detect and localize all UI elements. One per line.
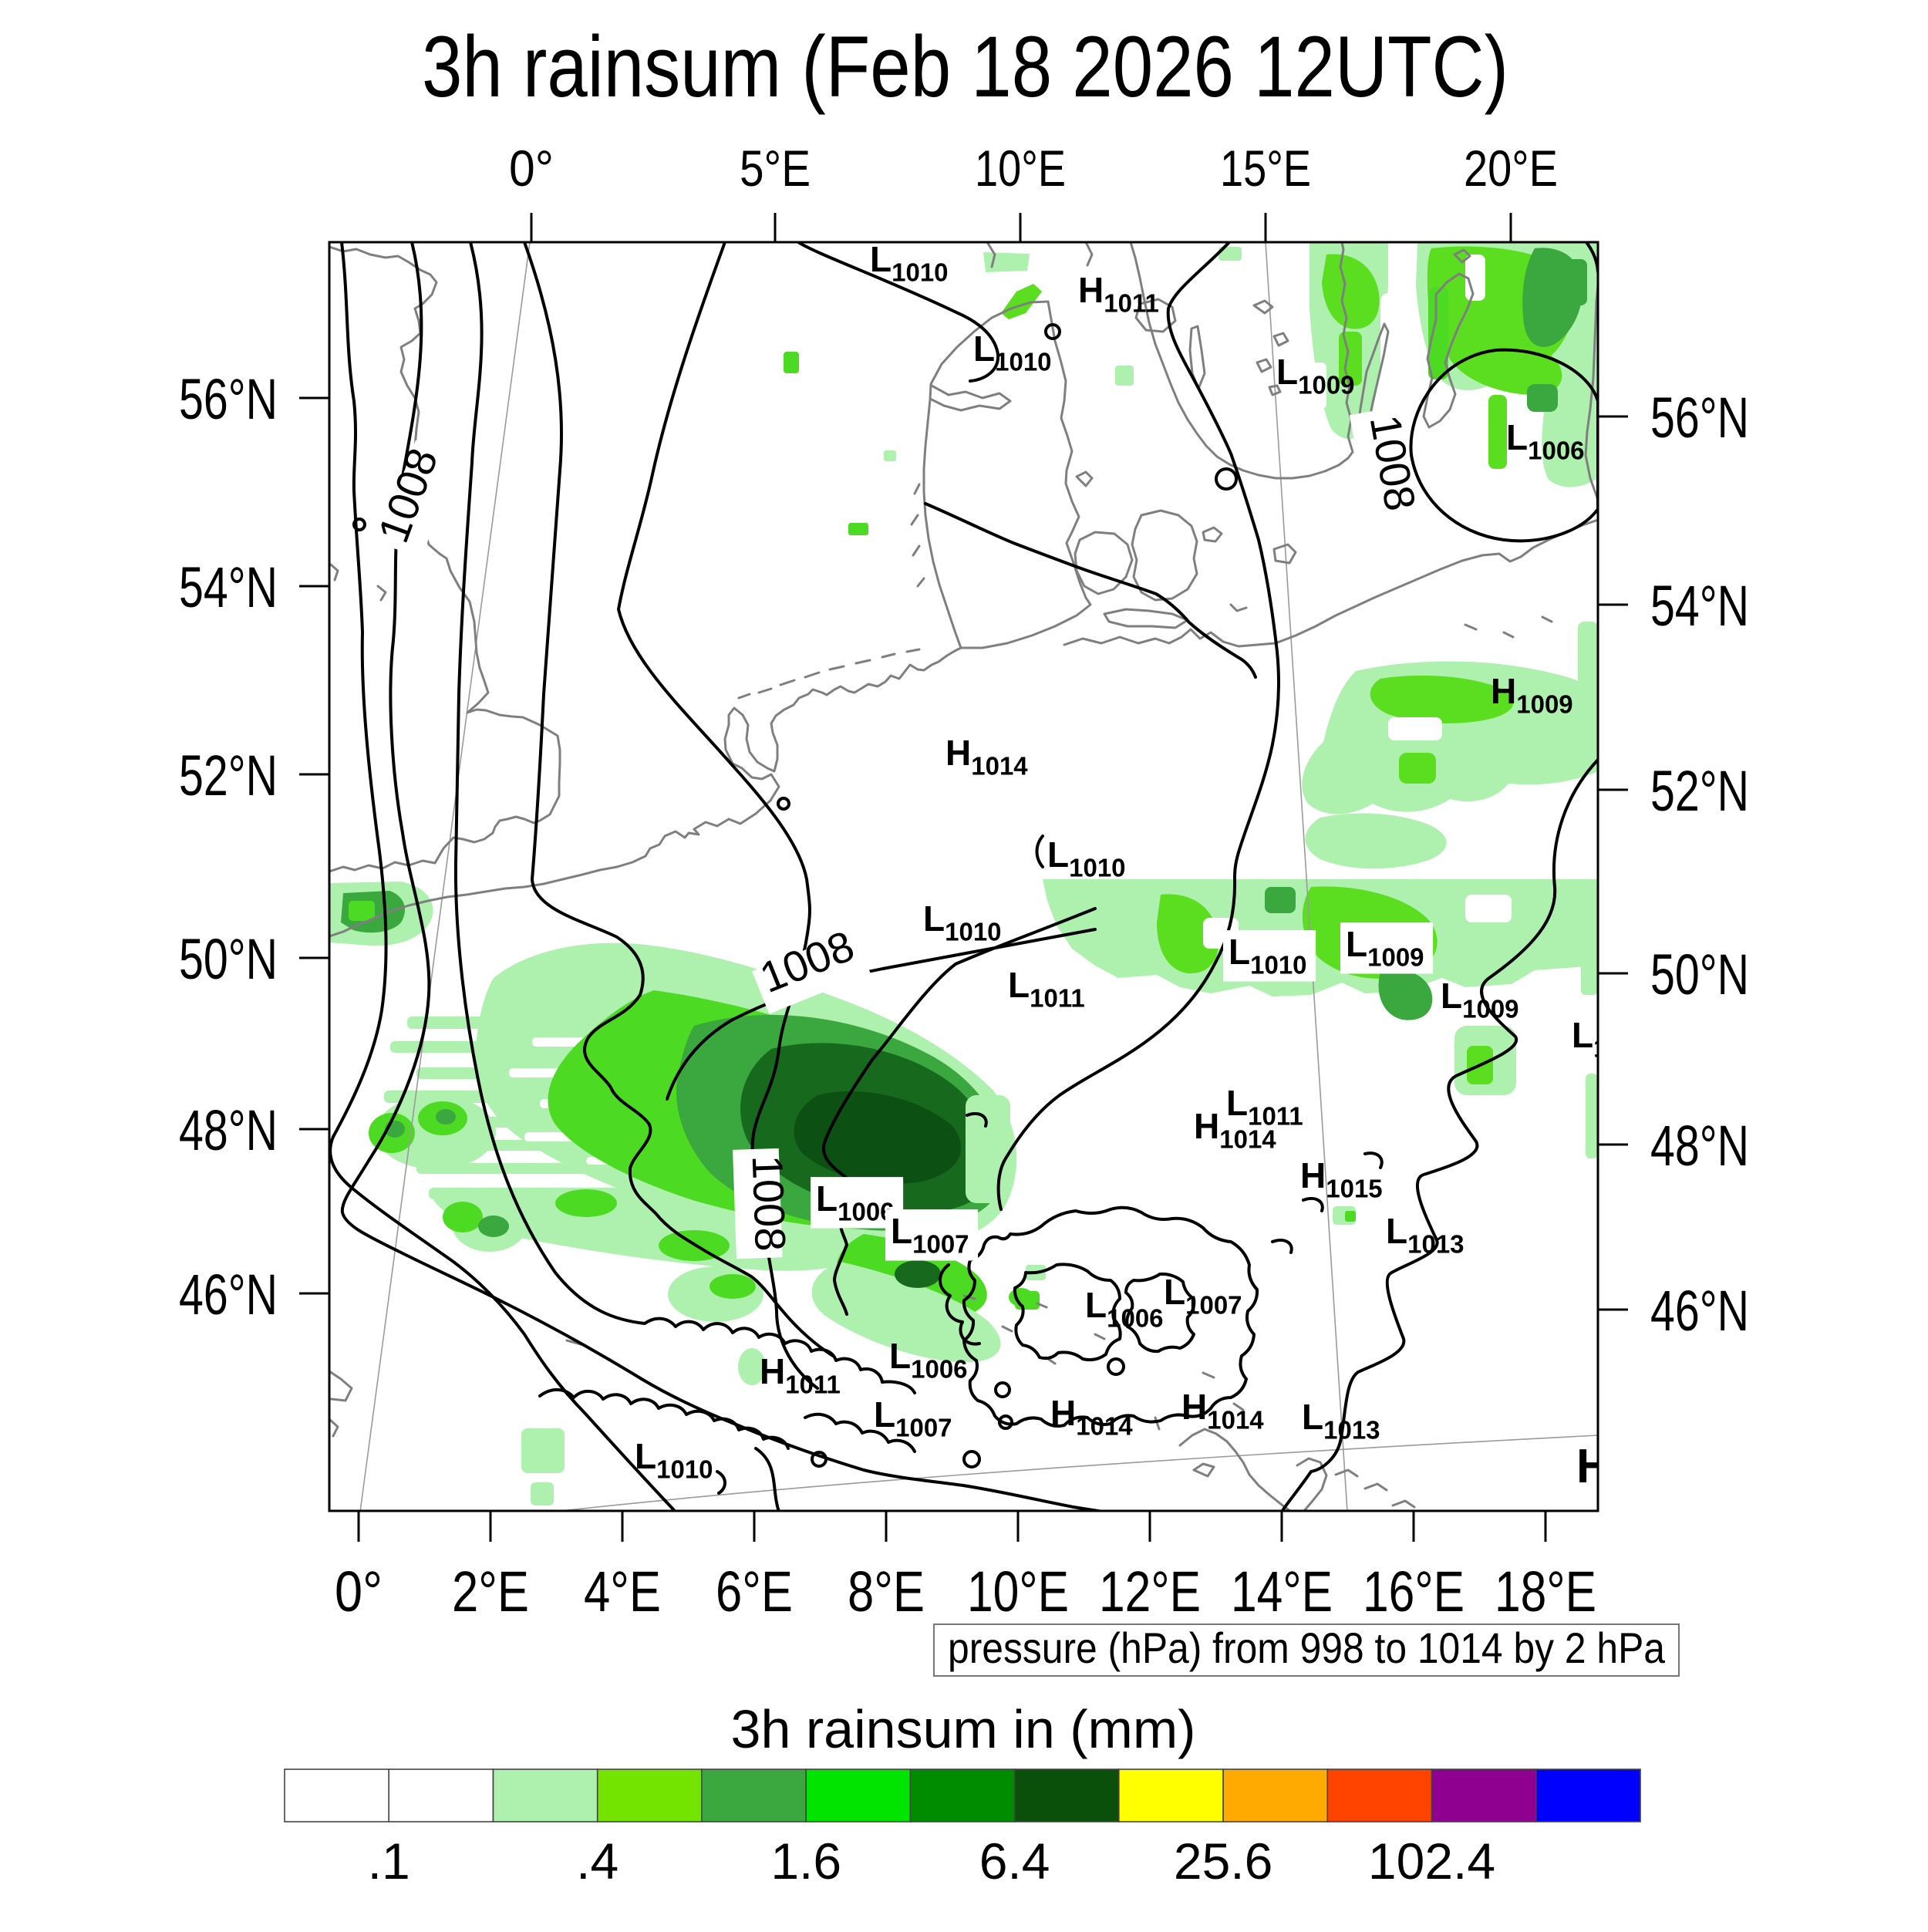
svg-text:L1006: L1006 xyxy=(816,1178,895,1226)
svg-text:15°E: 15°E xyxy=(1220,140,1311,197)
svg-text:25.6: 25.6 xyxy=(1174,1833,1272,1890)
svg-text:46°N: 46°N xyxy=(179,1263,278,1327)
svg-text:H: H xyxy=(1576,1440,1611,1493)
svg-text:10°E: 10°E xyxy=(975,140,1066,197)
svg-text:20°E: 20°E xyxy=(1464,140,1558,197)
svg-text:48°N: 48°N xyxy=(1650,1114,1749,1178)
svg-text:H1015: H1015 xyxy=(1300,1155,1383,1203)
svg-text:56°N: 56°N xyxy=(1650,386,1749,450)
svg-text:6°E: 6°E xyxy=(716,1559,793,1623)
svg-text:50°N: 50°N xyxy=(1650,942,1749,1006)
svg-text:1008: 1008 xyxy=(743,1155,795,1253)
svg-text:3h rainsum in (mm): 3h rainsum in (mm) xyxy=(731,1699,1196,1759)
svg-text:pressure (hPa) from 998 to 101: pressure (hPa) from 998 to 1014 by 2 hPa xyxy=(948,1623,1666,1672)
svg-text:52°N: 52°N xyxy=(1650,759,1749,823)
svg-text:1.6: 1.6 xyxy=(770,1833,841,1890)
svg-text:56°N: 56°N xyxy=(179,367,278,431)
svg-text:6.4: 6.4 xyxy=(979,1833,1050,1890)
svg-text:16°E: 16°E xyxy=(1363,1559,1465,1623)
svg-text:2°E: 2°E xyxy=(452,1559,529,1623)
svg-text:54°N: 54°N xyxy=(179,555,278,619)
svg-text:12°E: 12°E xyxy=(1099,1559,1201,1623)
svg-text:0°: 0° xyxy=(509,140,554,197)
svg-text:8°E: 8°E xyxy=(848,1559,925,1623)
svg-text:.4: .4 xyxy=(576,1833,619,1890)
svg-text:L1011: L1011 xyxy=(1226,1083,1303,1131)
svg-text:14°E: 14°E xyxy=(1231,1559,1333,1623)
svg-text:.1: .1 xyxy=(368,1833,410,1890)
svg-text:0°: 0° xyxy=(335,1559,383,1623)
svg-text:5°E: 5°E xyxy=(740,140,811,197)
svg-text:10°E: 10°E xyxy=(967,1559,1069,1623)
svg-text:L1013: L1013 xyxy=(1386,1211,1465,1259)
svg-text:102.4: 102.4 xyxy=(1368,1833,1495,1890)
svg-text:54°N: 54°N xyxy=(1650,574,1749,638)
svg-text:4°E: 4°E xyxy=(584,1559,661,1623)
svg-text:L1007: L1007 xyxy=(891,1211,969,1259)
svg-text:52°N: 52°N xyxy=(179,743,278,808)
svg-text:48°N: 48°N xyxy=(179,1098,278,1162)
svg-text:18°E: 18°E xyxy=(1495,1559,1596,1623)
svg-text:50°N: 50°N xyxy=(179,927,278,991)
svg-text:46°N: 46°N xyxy=(1650,1279,1749,1343)
svg-text:3h rainsum (Feb 18 2026 12UTC): 3h rainsum (Feb 18 2026 12UTC) xyxy=(422,19,1508,115)
